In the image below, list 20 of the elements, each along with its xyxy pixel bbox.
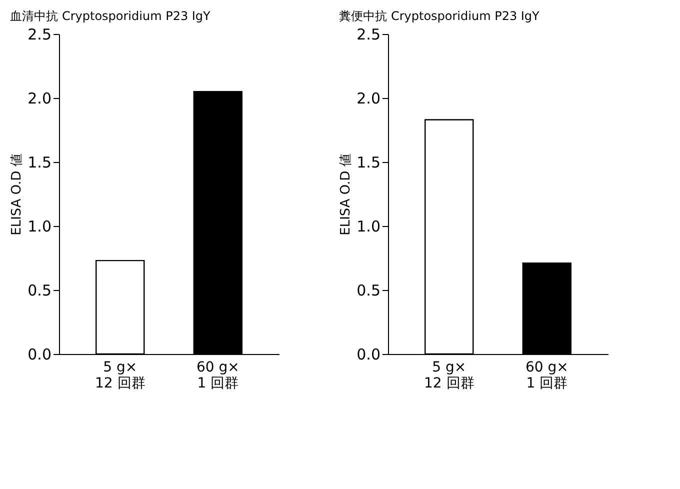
y-axis-title: ELISA O.D 値 xyxy=(10,154,25,236)
y-tick-label: 1.0 xyxy=(28,218,52,236)
y-tick-label: 0.0 xyxy=(356,346,380,364)
chart-title: 血清中抗 Cryptosporidium P23 IgY xyxy=(10,9,212,23)
y-tick-label: 1.0 xyxy=(356,218,380,236)
x-tick-label: 60 g× 1 回群 xyxy=(196,360,240,392)
x-tick-label: 5 g× 12 回群 xyxy=(94,360,146,392)
y-tick-label: 2.0 xyxy=(356,90,380,108)
x-tick-label: 60 g× 1 回群 xyxy=(525,360,568,392)
chart-title: 糞便中抗 Cryptosporidium P23 IgY xyxy=(339,9,540,23)
y-tick-label: 2.0 xyxy=(28,90,52,108)
y-tick-label: 2.5 xyxy=(356,26,380,44)
x-tick-label: 5 g× 12 回群 xyxy=(424,360,474,392)
y-tick-label: 0.5 xyxy=(356,282,380,300)
y-tick-label: 2.5 xyxy=(28,26,52,44)
y-tick-label: 1.5 xyxy=(356,154,380,172)
y-tick-label: 1.5 xyxy=(28,154,52,172)
y-tick-label: 0.0 xyxy=(28,346,52,364)
y-axis-title: ELISA O.D 値 xyxy=(338,154,354,236)
y-tick-label: 0.5 xyxy=(28,282,52,300)
